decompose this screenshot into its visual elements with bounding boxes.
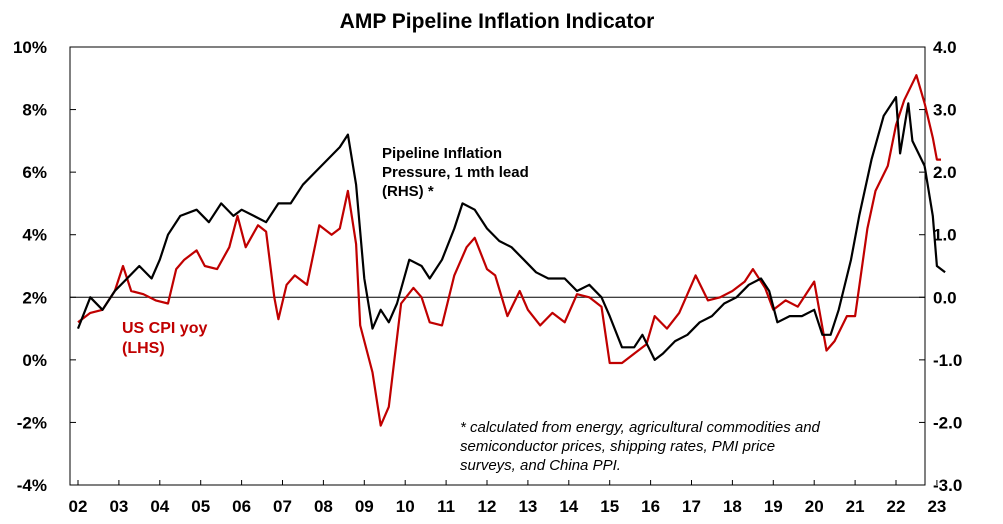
cpi-label-line-2: (LHS) (122, 340, 165, 357)
x-tick-label: 15 (600, 497, 619, 516)
x-axis: 02 03 04 05 06 07 08 09 10 11 12 13 14 15 16 17 18 19 20 21… (69, 480, 946, 516)
footnote-line-3: surveys, and China PPI. (460, 457, 621, 474)
x-tick-label: 20 (805, 497, 824, 516)
x-tick-label: 13 (518, 497, 537, 516)
right-tick-label: -2.0 (933, 413, 962, 432)
x-tick-label: 19 (764, 497, 783, 516)
x-tick-label: 12 (478, 497, 497, 516)
chart-title: AMP Pipeline Inflation Indicator (340, 10, 655, 33)
pipeline-label: Pipeline Inflation Pressure, 1 mth lead … (382, 145, 533, 200)
x-tick-label: 11 (437, 497, 455, 516)
left-tick-label: 2% (22, 288, 47, 307)
footnote-line-1: * calculated from energy, agricultural c… (460, 419, 821, 436)
left-axis: -4% -2% 0% 2% 4% 6% 8% 10% (13, 38, 76, 495)
footnote-line-2: semiconductor prices, shipping rates, PM… (460, 438, 775, 455)
left-tick-label: 10% (13, 38, 47, 57)
footnote: * calculated from energy, agricultural c… (460, 419, 824, 474)
right-tick-label: -1.0 (933, 351, 962, 370)
x-tick-label: 10 (396, 497, 415, 516)
pipeline-label-line-1: Pipeline Inflation (382, 145, 502, 162)
left-tick-label: -2% (17, 413, 47, 432)
left-tick-label: 4% (22, 226, 47, 245)
x-tick-label: 18 (723, 497, 742, 516)
x-tick-label: 02 (69, 497, 88, 516)
cpi-label-line-1: US CPI yoy (122, 320, 207, 337)
x-tick-label: 17 (682, 497, 701, 516)
x-tick-label: 21 (846, 497, 865, 516)
x-tick-label: 04 (150, 497, 169, 516)
x-tick-label: 05 (191, 497, 210, 516)
x-tick-label: 14 (559, 497, 578, 516)
x-tick-label: 03 (109, 497, 128, 516)
x-tick-label: 23 (927, 497, 946, 516)
plot-area (69, 46, 926, 486)
right-axis: -3.0 -2.0 -1.0 0.0 1.0 2.0 3.0 4.0 (919, 38, 962, 495)
right-tick-label: 2.0 (933, 163, 957, 182)
right-tick-label: 0.0 (933, 288, 957, 307)
x-tick-label: 07 (273, 497, 292, 516)
right-tick-label: 4.0 (933, 38, 957, 57)
x-tick-label: 22 (887, 497, 906, 516)
right-tick-label: -3.0 (933, 476, 962, 495)
series-us-cpi-line (77, 74, 941, 427)
cpi-label: US CPI yoy (LHS) (122, 320, 212, 357)
right-tick-label: 3.0 (933, 101, 957, 120)
left-tick-label: 8% (22, 101, 47, 120)
x-tick-label: 06 (232, 497, 251, 516)
x-tick-label: 08 (314, 497, 333, 516)
left-tick-label: 6% (22, 163, 47, 182)
right-tick-label: 1.0 (933, 226, 957, 245)
left-tick-label: -4% (17, 476, 47, 495)
series-pipeline-inflation-line (76, 96, 946, 361)
x-tick-label: 09 (355, 497, 374, 516)
x-tick-label: 16 (641, 497, 660, 516)
left-tick-label: 0% (22, 351, 47, 370)
pipeline-label-line-2: Pressure, 1 mth lead (382, 164, 529, 181)
pipeline-label-line-3: (RHS) * (382, 183, 434, 200)
